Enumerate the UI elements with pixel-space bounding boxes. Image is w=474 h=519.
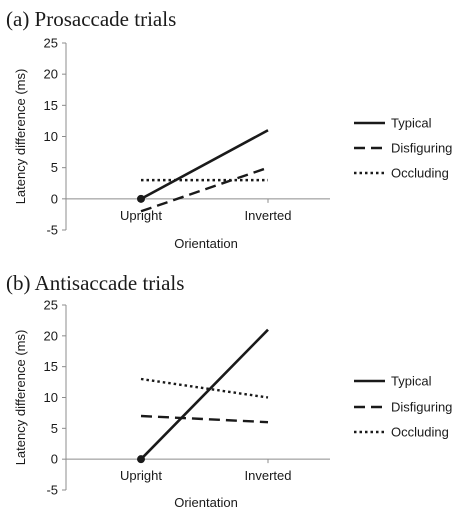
y-tick-label: 20 <box>44 328 58 343</box>
y-tick-label: 25 <box>44 36 58 51</box>
x-tick-label: Upright <box>120 468 162 483</box>
y-axis-label: Latency difference (ms) <box>13 330 28 466</box>
chart-panel-b: (b) Antisaccade trials -5 0 5 10 15 20 25 Uprigh… <box>6 271 452 510</box>
legend-label-occluding: Occluding <box>391 166 449 181</box>
y-tick-label: 15 <box>44 359 58 374</box>
legend-label-occluding: Occluding <box>391 425 449 440</box>
series-line-typical <box>140 328 269 461</box>
chart-title: (b) Antisaccade trials <box>6 271 184 295</box>
y-tick-label: 20 <box>44 67 58 82</box>
y-tick-label: 10 <box>44 390 58 405</box>
series-line-disfiguring <box>140 166 269 213</box>
x-tick-label: Upright <box>120 208 162 223</box>
y-axis-label: Latency difference (ms) <box>13 69 28 205</box>
x-axis-label: Orientation <box>174 495 238 510</box>
x-axis-label: Orientation <box>174 236 238 251</box>
y-tick-label: 25 <box>44 298 58 313</box>
legend-label-disfiguring: Disfiguring <box>391 400 452 415</box>
legend-label-disfiguring: Disfiguring <box>391 141 452 156</box>
legend-label-typical: Typical <box>391 374 432 389</box>
y-tick-label: -5 <box>46 483 58 498</box>
series-line-typical <box>140 129 269 200</box>
y-tick-label: 15 <box>44 98 58 113</box>
series-line-disfiguring <box>140 414 269 424</box>
chart-title: (a) Prosaccade trials <box>6 7 176 31</box>
y-tick-label: 10 <box>44 129 58 144</box>
y-tick-label: 0 <box>51 191 58 206</box>
y-tick-label: 5 <box>51 421 58 436</box>
y-tick-label: -5 <box>46 223 58 238</box>
series-line-occluding <box>140 377 269 399</box>
y-tick-label: 0 <box>51 452 58 467</box>
x-tick-label: Inverted <box>245 208 292 223</box>
legend-label-typical: Typical <box>391 116 432 131</box>
y-tick-label: 5 <box>51 160 58 175</box>
origin-marker <box>137 455 145 464</box>
x-tick-label: Inverted <box>245 468 292 483</box>
chart-panel-a: (a) Prosaccade trials -5 0 5 10 15 20 25 Upright… <box>6 7 452 251</box>
origin-marker <box>137 194 145 203</box>
